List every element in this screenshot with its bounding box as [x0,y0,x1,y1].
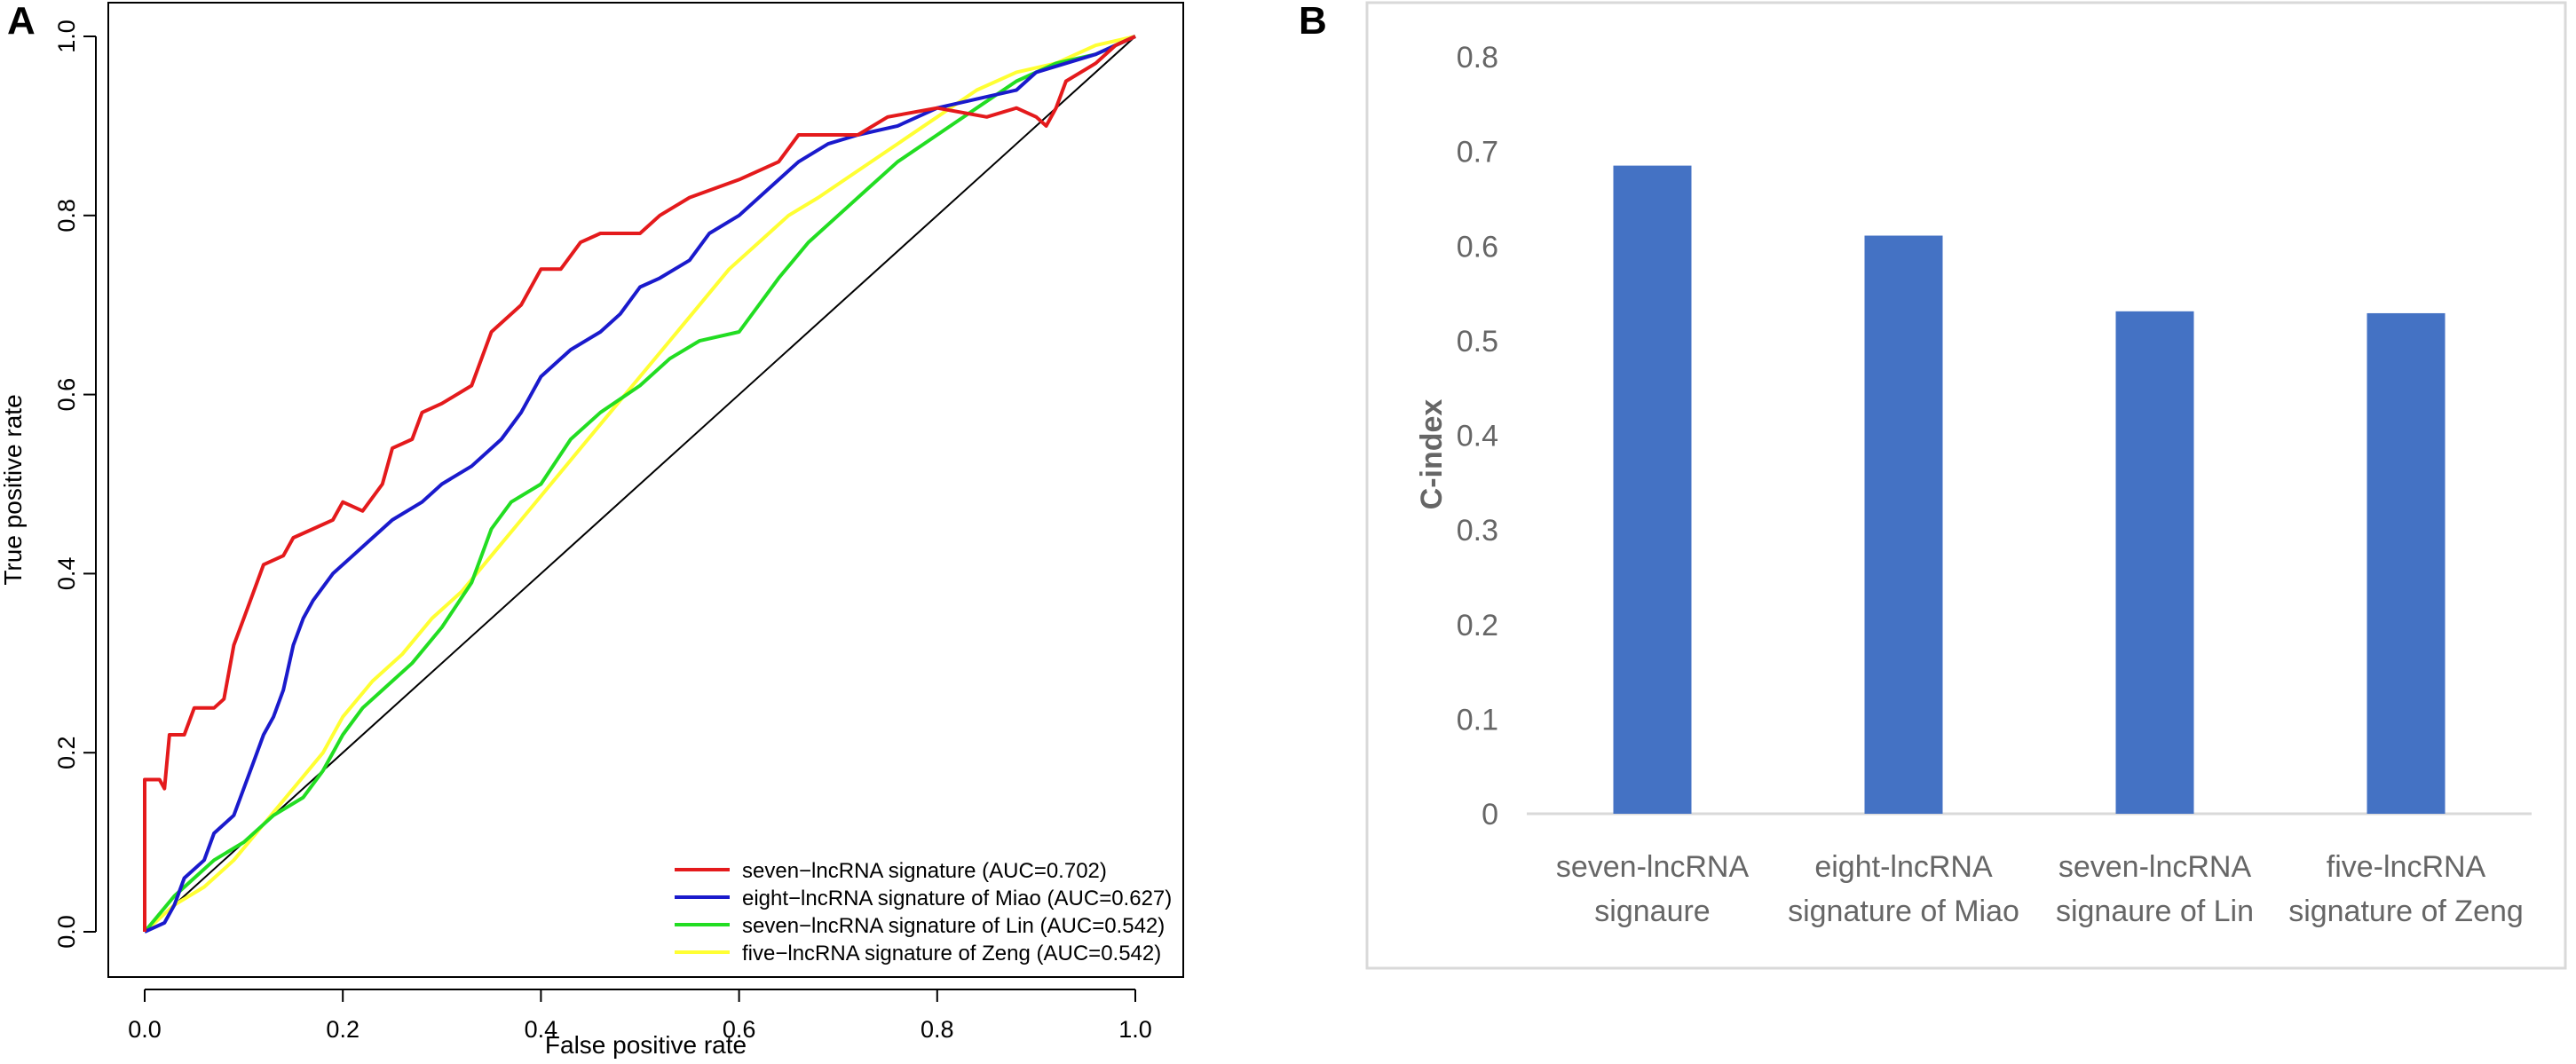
reference-diagonal [144,35,1136,933]
x-tick-label: 0.8 [921,1016,954,1043]
legend-label: eight−lncRNA signature of Miao (AUC=0.62… [742,887,1172,910]
y-axis-title: C-index [1415,399,1449,510]
y-tick-label: 0.6 [53,378,80,412]
y-tick-label: 0 [1482,798,1498,831]
category-label: signaure of Lin [2056,895,2254,928]
legend-label: seven−lncRNA signature (AUC=0.702) [742,859,1107,883]
bar-2 [1864,235,1943,814]
y-tick-label: 0.6 [1457,230,1498,264]
roc-chart: 0.0 0.2 0.4 0.6 0.8 1.0 0.0 0.2 0.4 0.6 0.8 1.0 Fals… [0,2,1184,1059]
y-tick-label: 0.4 [53,557,80,591]
panel-label-b: B [1299,0,1327,43]
category-label: signaure [1594,895,1710,928]
category-label: five-lncRNA [2327,850,2486,884]
y-tick-label: 0.4 [1457,420,1498,453]
category-label: signature of Miao [1788,895,2019,928]
x-tick-label: 0.0 [128,1016,162,1043]
bar-4 [2367,312,2446,814]
y-tick-label: 0.8 [1457,41,1498,75]
y-tick-label: 0.5 [1457,325,1498,359]
roc-curve-4 [143,35,1136,934]
x-tick-label: 0.2 [326,1016,360,1043]
y-tick-label: 0.8 [53,199,80,233]
y-tick-label: 0.3 [1457,514,1498,548]
legend-label: seven−lncRNA signature of Lin (AUC=0.542… [742,914,1165,938]
category-label: signature of Zeng [2288,895,2524,928]
legend: seven−lncRNA signature (AUC=0.702) eight−… [675,859,1172,965]
y-tick-label: 0.0 [53,915,80,949]
chart-frame [1365,1,2567,970]
plot-frame [107,2,1184,978]
x-tick-label: 0.4 [525,1016,558,1043]
roc-curve-2 [144,35,1136,934]
category-label: seven-lncRNA [1556,850,1750,884]
y-axis-title: True positive rate [0,394,27,585]
bar-1 [1613,165,1692,814]
y-tick-label: 0.2 [53,736,80,769]
legend-label: five−lncRNA signature of Zeng (AUC=0.542… [742,942,1161,965]
x-tick-label: 1.0 [1118,1016,1152,1043]
cindex-bar-chart: 0 0.1 0.2 0.3 0.4 0.5 0.6 0.7 0.8 C-index seven-ln… [1365,1,2567,970]
bar-3 [2115,311,2194,814]
x-tick-label: 0.6 [723,1016,756,1043]
panel-label-a: A [7,0,36,43]
y-tick-label: 0.1 [1457,703,1498,737]
y-tick-label: 0.7 [1457,136,1498,169]
y-tick-label: 1.0 [53,20,80,53]
y-tick-label: 0.2 [1457,609,1498,642]
roc-curve-1 [143,35,1136,932]
roc-curve-3 [143,35,1136,934]
category-label: eight-lncRNA [1814,850,1993,884]
category-label: seven-lncRNA [2058,850,2252,884]
x-axis-title: False positive rate [545,1031,747,1059]
